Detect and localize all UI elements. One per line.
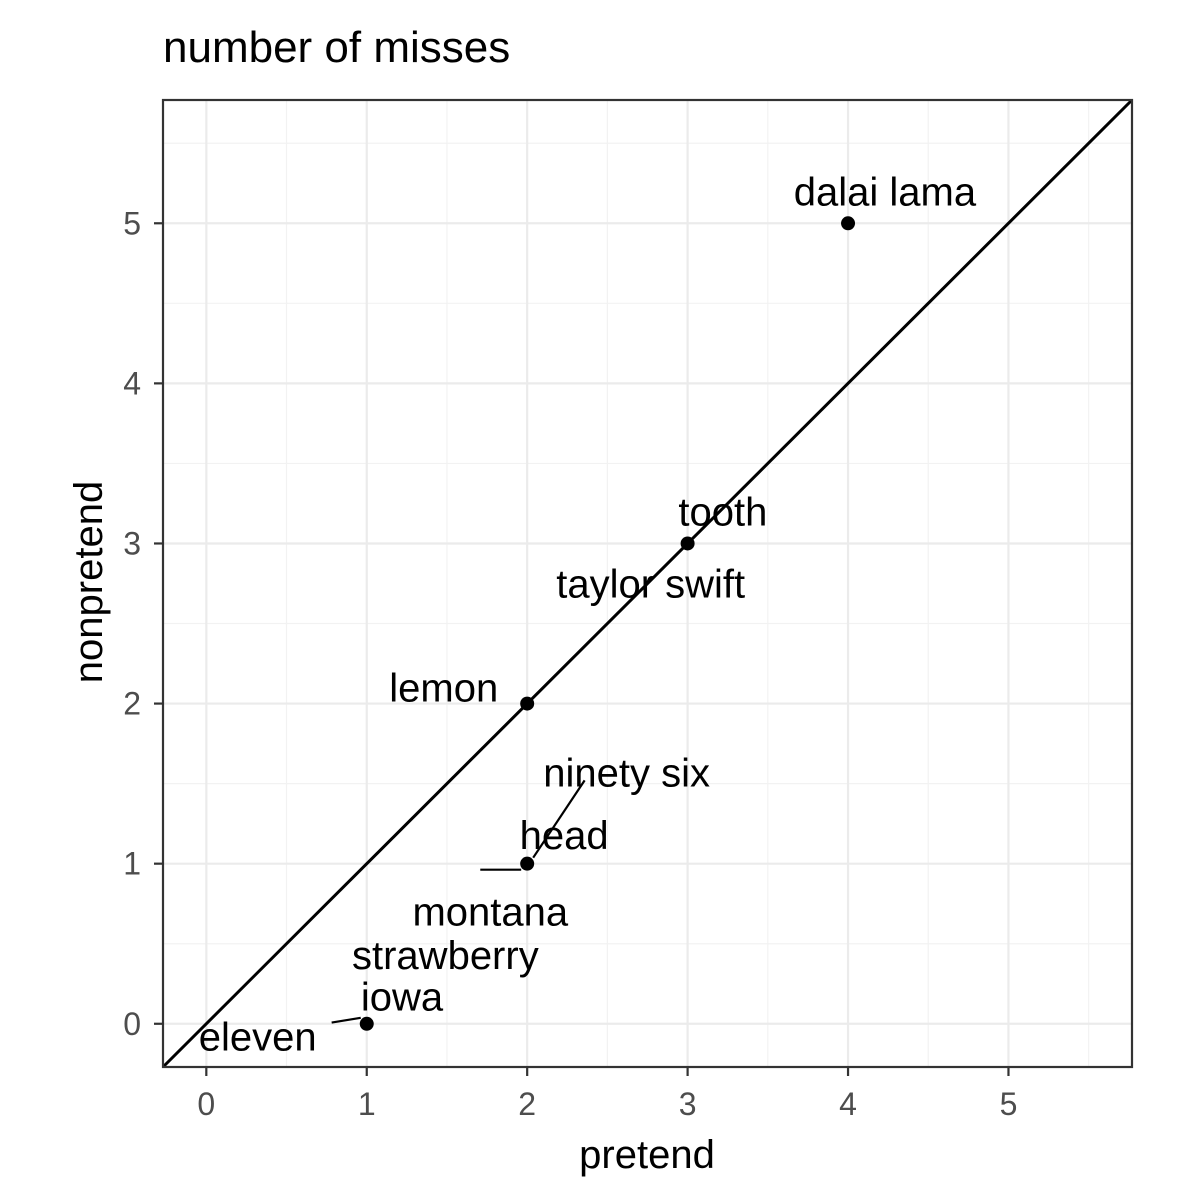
data-point [520, 696, 535, 711]
point-labels: dalai lama tooth taylor swift lemon ninety s… [199, 170, 977, 1059]
point-label: dalai lama [794, 170, 977, 214]
x-tick-label: 4 [839, 1086, 857, 1122]
point-label: eleven [199, 1016, 317, 1060]
label-leader-line [331, 1016, 361, 1024]
data-points [359, 216, 856, 1031]
point-label: ninety six [543, 751, 710, 795]
x-tick-label: 0 [197, 1086, 215, 1122]
data-point [680, 536, 695, 551]
y-axis: 0 1 2 3 4 5 [123, 205, 163, 1042]
x-tick-label: 2 [518, 1086, 536, 1122]
y-tick-label: 0 [123, 1006, 141, 1042]
label-leader-line [532, 779, 586, 859]
y-tick-label: 5 [123, 205, 141, 241]
point-label: lemon [389, 667, 498, 711]
y-axis-title: nonpretend [67, 481, 111, 683]
point-label: taylor swift [556, 563, 745, 607]
plot-panel-border [161, 98, 1134, 1069]
grid [163, 100, 1132, 1067]
x-tick-label: 3 [679, 1086, 697, 1122]
x-axis: 0 1 2 3 4 5 [197, 1067, 1017, 1122]
y-tick-label: 2 [123, 686, 141, 722]
chart-title: number of misses [163, 23, 510, 72]
label-leaders [331, 779, 586, 1024]
y-tick-label: 4 [123, 365, 141, 401]
x-axis-title: pretend [579, 1133, 715, 1177]
point-label: head [520, 814, 609, 858]
point-label: tooth [678, 490, 767, 534]
data-point [359, 1016, 374, 1031]
data-point [520, 856, 535, 871]
y-tick-label: 3 [123, 525, 141, 561]
identity-reference-line [161, 98, 1134, 1069]
data-point [841, 216, 856, 231]
x-tick-label: 1 [358, 1086, 376, 1122]
point-label: strawberry [352, 934, 539, 978]
point-label: iowa [361, 976, 444, 1020]
y-tick-label: 1 [123, 846, 141, 882]
x-tick-label: 5 [1000, 1086, 1018, 1122]
point-label: montana [412, 891, 568, 935]
